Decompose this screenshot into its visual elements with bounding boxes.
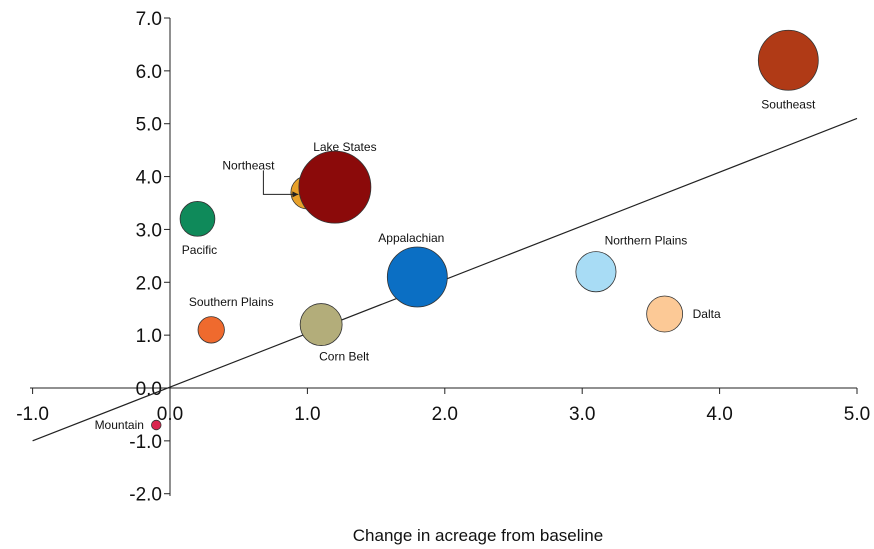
label-lake-states: Lake States bbox=[313, 140, 376, 154]
label-mountain: Mountain bbox=[95, 418, 144, 432]
label-southeast: Southeast bbox=[761, 97, 816, 111]
northeast-callout-arrowhead bbox=[292, 191, 299, 198]
label-southern-plains: Southern Plains bbox=[189, 295, 274, 309]
x-tick-label: 2.0 bbox=[432, 404, 458, 425]
y-tick-label: 0.0 bbox=[136, 379, 162, 400]
y-tick-label: -1.0 bbox=[129, 432, 162, 453]
bubble-corn-belt bbox=[299, 303, 343, 346]
y-axis-ticks: -2.0 -1.0 0.0 1.0 2.0 3.0 4.0 5.0 6.0 7.0 bbox=[129, 9, 170, 506]
x-tick-label: 4.0 bbox=[706, 404, 732, 425]
point-labels: Southeast Lake States Northeast Pacific Appa… bbox=[95, 97, 816, 432]
bubble-southeast bbox=[757, 29, 819, 91]
callouts bbox=[262, 170, 299, 198]
bubble-northern-plains bbox=[575, 251, 617, 293]
bubble-dalta bbox=[646, 295, 684, 333]
bubble-mountain bbox=[151, 419, 162, 431]
y-tick-label: 5.0 bbox=[136, 115, 162, 136]
y-tick-label: 6.0 bbox=[136, 62, 162, 83]
y-tick-label: -2.0 bbox=[129, 485, 162, 506]
label-dalta: Dalta bbox=[693, 307, 721, 321]
y-tick-label: 4.0 bbox=[136, 168, 162, 189]
label-northern-plains: Northern Plains bbox=[605, 234, 688, 248]
y-tick-label: 7.0 bbox=[136, 9, 162, 30]
label-pacific: Pacific bbox=[182, 243, 217, 257]
x-tick-label: 0.0 bbox=[157, 404, 183, 425]
x-axis-title: Change in acreage from baseline bbox=[353, 526, 603, 545]
bubble-southern-plains bbox=[197, 316, 225, 344]
bubble-pacific bbox=[179, 201, 216, 237]
y-tick-label: 3.0 bbox=[136, 220, 162, 241]
northeast-callout-line bbox=[262, 170, 299, 195]
label-corn-belt: Corn Belt bbox=[319, 350, 370, 364]
x-axis-ticks: -1.0 0.0 1.0 2.0 3.0 4.0 5.0 bbox=[16, 388, 870, 425]
bubble-appalachian bbox=[386, 246, 448, 308]
x-tick-label: 5.0 bbox=[844, 404, 870, 425]
x-tick-label: 3.0 bbox=[569, 404, 595, 425]
x-tick-label: 1.0 bbox=[294, 404, 320, 425]
y-tick-label: 2.0 bbox=[136, 273, 162, 294]
label-appalachian: Appalachian bbox=[378, 231, 444, 245]
label-northeast: Northeast bbox=[222, 158, 275, 172]
y-tick-label: 1.0 bbox=[136, 326, 162, 347]
x-tick-label: -1.0 bbox=[16, 404, 49, 425]
bubble-lake-states bbox=[298, 150, 372, 224]
bubbles bbox=[151, 29, 819, 431]
